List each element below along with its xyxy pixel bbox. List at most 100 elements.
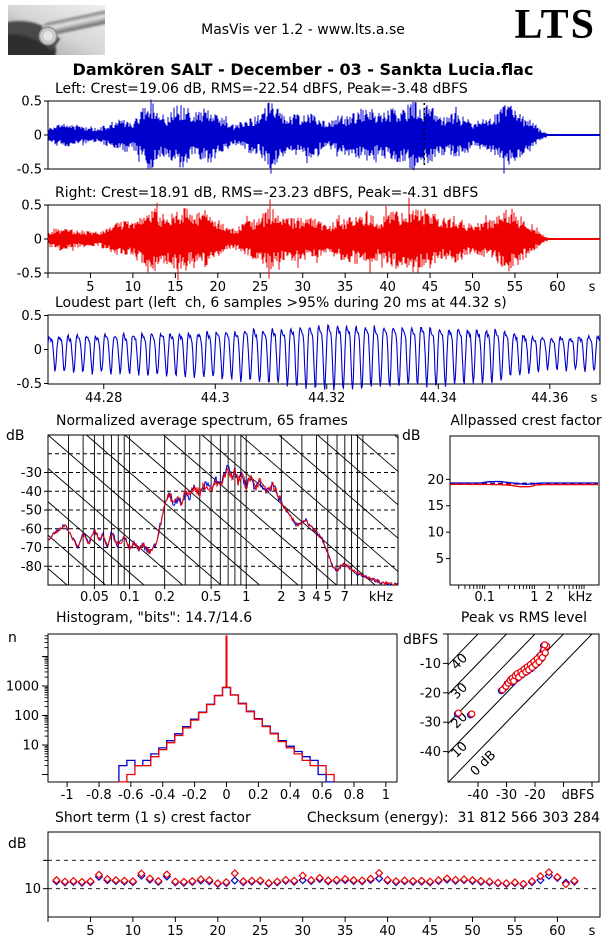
svg-text:-60: -60 — [21, 522, 42, 537]
svg-text:s: s — [589, 280, 596, 295]
svg-text:-70: -70 — [21, 541, 42, 556]
svg-text:4: 4 — [312, 590, 320, 605]
svg-text:-20: -20 — [420, 686, 441, 701]
app-version-text: MasVis ver 1.2 - www.lts.a.se — [201, 22, 405, 38]
svg-text:0.5: 0.5 — [21, 309, 42, 324]
svg-text:40: 40 — [379, 924, 396, 939]
svg-text:5: 5 — [324, 590, 332, 605]
svg-text:0.1: 0.1 — [474, 590, 495, 605]
svg-text:45: 45 — [422, 280, 439, 295]
svg-text:kHz: kHz — [568, 590, 592, 605]
svg-text:-0.5: -0.5 — [17, 163, 42, 178]
svg-text:1: 1 — [242, 590, 250, 605]
svg-text:44.34: 44.34 — [420, 391, 457, 406]
peak-vs-rms-title: Peak vs RMS level — [460, 610, 588, 626]
short-term-y-axis-label: dB — [8, 836, 27, 852]
svg-text:30: 30 — [294, 280, 311, 295]
right-channel-stats-title: Right: Crest=18.91 dB, RMS=-23.23 dBFS, … — [55, 185, 479, 201]
checksum-text: Checksum (energy): 31 812 566 303 284 — [290, 810, 600, 826]
svg-text:0.4: 0.4 — [280, 788, 301, 803]
svg-text:10: 10 — [125, 280, 142, 295]
checksum-value: 31 812 566 303 284 — [457, 810, 600, 826]
svg-text:10: 10 — [427, 526, 444, 541]
svg-text:5: 5 — [86, 924, 94, 939]
histogram-title: Histogram, "bits": 14.7/14.6 — [56, 610, 253, 626]
svg-text:30: 30 — [449, 680, 471, 702]
svg-text:20: 20 — [427, 473, 444, 488]
svg-text:0.05: 0.05 — [80, 590, 109, 605]
peak-y-axis-label: dBFS — [403, 632, 439, 648]
spectrum-y-axis-label: dB — [6, 428, 25, 444]
checksum-label: Checksum (energy): — [306, 810, 449, 826]
svg-text:s: s — [591, 391, 598, 406]
svg-text:55: 55 — [507, 280, 524, 295]
svg-text:15: 15 — [167, 924, 184, 939]
svg-text:0.2: 0.2 — [154, 590, 175, 605]
svg-text:-40: -40 — [467, 788, 488, 803]
svg-text:35: 35 — [337, 924, 354, 939]
svg-text:20: 20 — [210, 280, 227, 295]
svg-text:0.2: 0.2 — [248, 788, 269, 803]
svg-text:10: 10 — [22, 739, 39, 754]
track-title: Damkören SALT - December - 03 - Sankta L… — [72, 60, 534, 79]
svg-text:-50: -50 — [21, 504, 42, 519]
left-channel-stats-title: Left: Crest=19.06 dB, RMS=-22.54 dBFS, P… — [55, 81, 468, 97]
svg-text:-0.6: -0.6 — [118, 788, 143, 803]
svg-text:1: 1 — [382, 788, 390, 803]
svg-text:35: 35 — [337, 280, 354, 295]
svg-text:20: 20 — [210, 924, 227, 939]
svg-text:25: 25 — [252, 924, 269, 939]
spectrum-title: Normalized average spectrum, 65 frames — [56, 413, 348, 429]
histogram-y-axis-label: n — [8, 630, 17, 646]
svg-text:0 dB: 0 dB — [468, 748, 500, 780]
svg-text:100: 100 — [14, 709, 39, 724]
svg-text:-40: -40 — [420, 745, 441, 760]
svg-text:-1: -1 — [61, 788, 74, 803]
svg-text:0.6: 0.6 — [312, 788, 333, 803]
svg-text:44.28: 44.28 — [85, 391, 122, 406]
allpassed-crest-title: Allpassed crest factor — [450, 413, 602, 429]
svg-text:-0.4: -0.4 — [150, 788, 175, 803]
svg-text:-80: -80 — [21, 560, 42, 575]
short-term-crest-title: Short term (1 s) crest factor — [55, 810, 251, 826]
svg-text:1: 1 — [530, 590, 538, 605]
brand-logo-text: LTS — [514, 2, 596, 48]
svg-text:44.36: 44.36 — [531, 391, 568, 406]
svg-text:-0.2: -0.2 — [182, 788, 207, 803]
svg-text:3: 3 — [298, 590, 306, 605]
svg-text:40: 40 — [449, 651, 471, 673]
svg-text:-0.8: -0.8 — [86, 788, 111, 803]
svg-text:-30: -30 — [21, 466, 42, 481]
svg-text:0.5: 0.5 — [21, 199, 42, 214]
svg-text:55: 55 — [507, 924, 524, 939]
svg-text:-10: -10 — [420, 657, 441, 672]
svg-text:10: 10 — [24, 882, 41, 897]
svg-text:10: 10 — [125, 924, 142, 939]
svg-text:-30: -30 — [420, 716, 441, 731]
svg-text:50: 50 — [464, 924, 481, 939]
allpassed-y-axis-label: dB — [402, 428, 421, 444]
svg-text:-40: -40 — [21, 485, 42, 500]
svg-text:0: 0 — [34, 233, 42, 248]
svg-text:-30: -30 — [496, 788, 517, 803]
svg-text:60: 60 — [549, 280, 566, 295]
svg-text:2: 2 — [545, 590, 553, 605]
logo-image — [0, 5, 112, 73]
svg-text:0.5: 0.5 — [21, 95, 42, 110]
svg-text:44.32: 44.32 — [308, 391, 345, 406]
svg-text:5: 5 — [86, 280, 94, 295]
svg-text:-20: -20 — [524, 788, 545, 803]
svg-text:-0.5: -0.5 — [17, 377, 42, 392]
svg-text:30: 30 — [294, 924, 311, 939]
svg-text:15: 15 — [167, 280, 184, 295]
svg-text:s: s — [589, 924, 596, 939]
svg-text:25: 25 — [252, 280, 269, 295]
svg-text:15: 15 — [427, 499, 444, 514]
svg-text:5: 5 — [436, 552, 444, 567]
svg-text:0.1: 0.1 — [119, 590, 140, 605]
svg-text:10: 10 — [449, 739, 471, 761]
svg-text:50: 50 — [464, 280, 481, 295]
svg-text:0.5: 0.5 — [201, 590, 222, 605]
svg-text:0: 0 — [34, 129, 42, 144]
